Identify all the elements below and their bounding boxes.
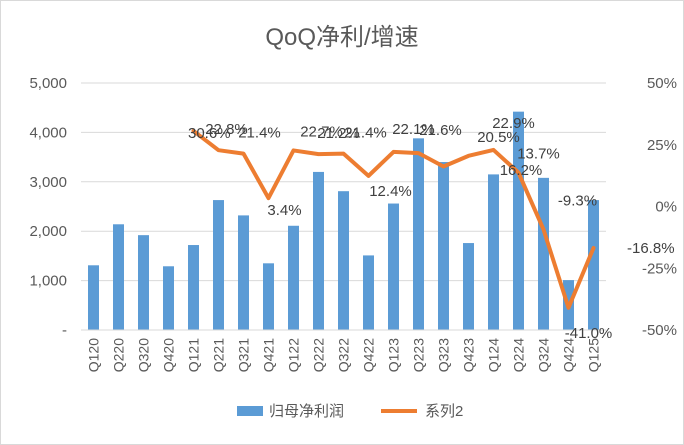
x-tick-label: Q224 xyxy=(511,338,527,372)
bar xyxy=(588,200,599,330)
right-tick-label: 0% xyxy=(655,199,677,216)
right-tick-label: 25% xyxy=(647,137,677,154)
bar xyxy=(138,235,149,330)
bar xyxy=(88,265,99,330)
x-tick-label: Q422 xyxy=(361,338,377,372)
x-axis: Q120 Q220 Q320 Q420 Q121 Q221 Q321 Q421 Q122 Q222… xyxy=(81,329,606,372)
line-data-label: -9.3% xyxy=(558,192,597,209)
left-tick-label: 3,000 xyxy=(29,174,67,191)
legend-swatch-bar xyxy=(237,406,263,416)
right-tick-label: -25% xyxy=(642,260,677,277)
bar xyxy=(463,243,474,330)
x-tick-label: Q424 xyxy=(561,338,577,372)
legend-label-bar: 归母净利润 xyxy=(269,403,344,420)
x-tick-label: Q323 xyxy=(436,338,452,372)
left-tick-label: 5,000 xyxy=(29,75,67,92)
line-data-label: -16.8% xyxy=(627,240,675,257)
x-tick-label: Q324 xyxy=(536,338,552,372)
x-tick-label: Q321 xyxy=(236,338,252,372)
x-tick-label: Q222 xyxy=(311,338,327,372)
bar xyxy=(213,200,224,330)
x-tick-label: Q122 xyxy=(286,338,302,372)
line-data-label: 3.4% xyxy=(267,202,301,219)
line-data-label: 22.7% xyxy=(300,123,343,140)
right-tick-label: -50% xyxy=(642,322,677,339)
x-tick-label: Q120 xyxy=(86,338,102,372)
x-tick-label: Q125 xyxy=(586,338,602,372)
line-data-label: 21.4% xyxy=(344,125,387,142)
bar xyxy=(338,191,349,330)
x-tick-label: Q421 xyxy=(261,338,277,372)
left-axis: - 1,000 2,000 3,000 4,000 5,000 xyxy=(29,75,67,339)
bar xyxy=(288,225,299,330)
line-data-label: 21.2% xyxy=(317,125,360,142)
bar xyxy=(513,111,524,330)
line-data-label: 30.6% xyxy=(188,125,231,142)
right-tick-label: 50% xyxy=(647,75,677,92)
x-tick-label: Q121 xyxy=(186,338,202,372)
bar xyxy=(238,215,249,330)
bar xyxy=(438,162,449,330)
bar xyxy=(188,245,199,330)
x-tick-label: Q223 xyxy=(411,338,427,372)
left-tick-label: 2,000 xyxy=(29,223,67,240)
growth-line xyxy=(191,128,596,310)
bar xyxy=(388,203,399,330)
bar xyxy=(313,171,324,330)
line-data-label: 13.7% xyxy=(517,146,560,163)
bar xyxy=(113,224,124,330)
bar xyxy=(538,177,549,330)
line-data-label: -41.0% xyxy=(565,325,613,342)
left-tick-label: 1,000 xyxy=(29,273,67,290)
x-tick-label: Q220 xyxy=(111,338,127,372)
right-axis: -50% -25% 0% 25% 50% xyxy=(642,75,677,339)
line-data-label: 21.4% xyxy=(238,125,281,142)
chart-title: QoQ净利/增速 xyxy=(265,24,418,51)
line-data-label: 16.2% xyxy=(500,162,543,179)
bar xyxy=(263,263,274,330)
x-tick-label: Q420 xyxy=(161,338,177,372)
line-data-labels: 30.6%22.8%21.4%3.4%22.7%21.2%21.4%12.4%2… xyxy=(188,115,675,342)
line-data-label: 22.8% xyxy=(205,121,248,138)
bar xyxy=(363,255,374,330)
x-tick-label: Q320 xyxy=(136,338,152,372)
x-tick-label: Q124 xyxy=(486,338,502,372)
x-tick-label: Q221 xyxy=(211,338,227,372)
x-tick-label: Q123 xyxy=(386,338,402,372)
bar xyxy=(413,138,424,330)
legend: 归母净利润 系列2 xyxy=(237,403,463,420)
bar xyxy=(488,174,499,330)
line-series xyxy=(191,128,596,310)
x-tick-label: Q322 xyxy=(336,338,352,372)
bar-series xyxy=(88,111,599,330)
left-tick-label: 4,000 xyxy=(29,124,67,141)
left-tick-label: - xyxy=(62,322,67,339)
bar xyxy=(163,266,174,330)
x-tick-label: Q423 xyxy=(461,338,477,372)
line-data-label: 22.9% xyxy=(492,115,535,132)
line-data-label: 20.5% xyxy=(477,129,520,146)
legend-label-line: 系列2 xyxy=(425,403,463,420)
line-data-label: 12.4% xyxy=(369,183,412,200)
line-data-label: 21.6% xyxy=(419,122,462,139)
line-data-label: 22.1% xyxy=(392,121,435,138)
